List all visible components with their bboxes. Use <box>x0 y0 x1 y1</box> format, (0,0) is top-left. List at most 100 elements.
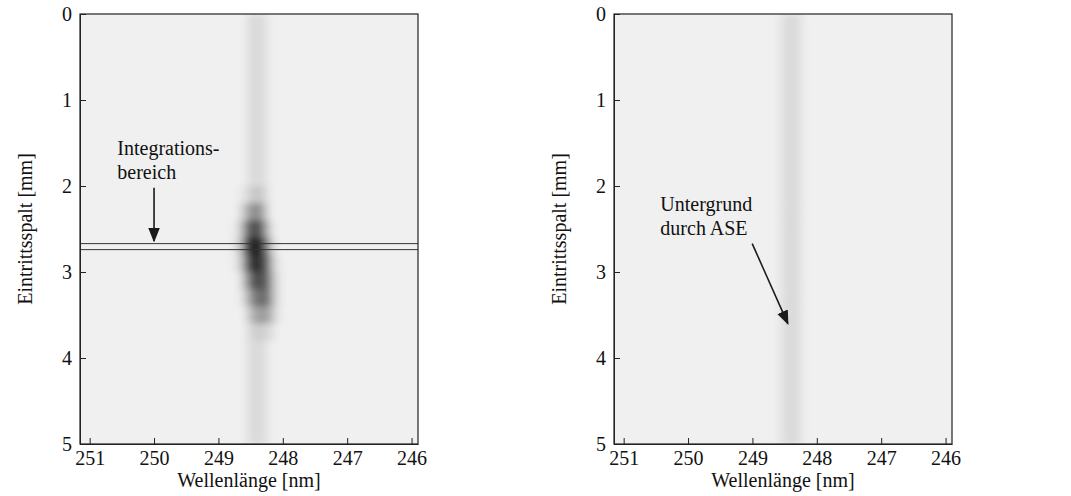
y-axis-title: Eintrittsspalt [mm] <box>548 153 571 305</box>
x-axis-line <box>81 444 419 445</box>
heatmap-cell <box>778 203 785 221</box>
heatmap-cell <box>251 358 258 402</box>
y-tick: 2 <box>62 175 86 197</box>
y-tick-mark <box>80 272 86 273</box>
figure: 251250249248247246012345Wellenlänge [nm]… <box>0 0 1071 496</box>
heatmap-cell <box>263 341 270 359</box>
heatmap-cell <box>765 57 772 101</box>
heatmap-cell <box>244 341 251 359</box>
y-tick: 3 <box>596 261 620 283</box>
heatmap-cell <box>270 341 277 359</box>
heatmap-cell <box>804 358 811 402</box>
heatmap-cell <box>804 14 811 58</box>
heatmap-cell <box>276 324 283 342</box>
heatmap-cell <box>752 272 759 290</box>
heatmap-cell <box>218 306 225 324</box>
heatmap-cell <box>225 255 232 273</box>
x-tick-label: 248 <box>268 447 298 469</box>
heatmap-cell <box>257 272 264 290</box>
heatmap-cell <box>752 14 759 58</box>
heatmap-cell <box>276 358 283 402</box>
x-tick: 247 <box>333 438 363 469</box>
heatmap-cell <box>759 14 766 58</box>
plot-area <box>80 14 418 444</box>
heatmap-cell <box>263 220 270 238</box>
heatmap-cell <box>276 57 283 101</box>
heatmap-cell <box>218 203 225 221</box>
y-tick: 1 <box>596 89 620 111</box>
heatmap-cell <box>778 100 785 144</box>
heatmap-cell <box>238 100 245 144</box>
heatmap-cell <box>791 14 798 58</box>
heatmap-cell <box>231 100 238 144</box>
y-tick-label: 5 <box>62 433 72 455</box>
x-tick-mark <box>946 438 947 444</box>
y-tick: 5 <box>62 433 86 455</box>
heatmap-cell <box>225 100 232 144</box>
heatmap-cell <box>785 186 792 204</box>
heatmap-cell <box>797 306 804 324</box>
heatmap-cell <box>791 100 798 144</box>
heatmap-cell <box>791 324 798 342</box>
heatmap-cell <box>765 186 772 204</box>
x-tick: 247 <box>867 438 897 469</box>
heatmap-cell <box>791 203 798 221</box>
x-axis-title: Wellenlänge [nm] <box>177 469 320 492</box>
heatmap-cell <box>276 220 283 238</box>
heatmap-cell <box>759 220 766 238</box>
y-tick-mark <box>614 358 620 359</box>
heatmap-cell <box>778 186 785 204</box>
y-tick: 4 <box>596 347 620 369</box>
heatmap-cell <box>752 203 759 221</box>
heatmap-cell <box>251 306 258 324</box>
y-tick-label: 5 <box>596 433 606 455</box>
y-tick-label: 2 <box>62 175 72 197</box>
heatmap-cell <box>218 186 225 204</box>
x-tick: 251 <box>75 438 105 469</box>
x-tick: 246 <box>931 438 961 469</box>
heatmap-cell <box>238 203 245 221</box>
heatmap-cell <box>244 203 251 221</box>
heatmap-cell <box>765 143 772 187</box>
heatmap-cell <box>257 341 264 359</box>
y-tick-label: 4 <box>596 347 606 369</box>
heatmap-cell <box>270 186 277 204</box>
heatmap-cell <box>218 14 225 58</box>
heatmap-cell <box>263 14 270 58</box>
heatmap-cell <box>238 220 245 238</box>
heatmap-cell <box>270 220 277 238</box>
y-tick-mark <box>80 186 86 187</box>
heatmap-cell <box>765 238 772 256</box>
y-tick-label: 3 <box>62 261 72 283</box>
heatmap-cell <box>231 306 238 324</box>
y-tick-mark <box>614 186 620 187</box>
heatmap-cell <box>225 203 232 221</box>
heatmap-cell <box>797 238 804 256</box>
heatmap-cell <box>270 203 277 221</box>
heatmap-cell <box>778 57 785 101</box>
heatmap-cell <box>765 341 772 359</box>
heatmap-cell <box>797 14 804 58</box>
heatmap-cell <box>791 220 798 238</box>
heatmap-cell <box>218 238 225 256</box>
x-tick-label: 250 <box>674 447 704 469</box>
heatmap-cell <box>759 238 766 256</box>
heatmap-cell <box>804 100 811 144</box>
heatmap-cell <box>276 238 283 256</box>
x-tick-mark <box>347 438 348 444</box>
heatmap-cell <box>257 306 264 324</box>
heatmap-cell <box>804 324 811 342</box>
heatmap-cell <box>263 401 270 444</box>
heatmap-cell <box>276 255 283 273</box>
heatmap-cell <box>270 306 277 324</box>
heatmap-cell <box>244 324 251 342</box>
heatmap-cell <box>231 358 238 402</box>
heatmap-cell <box>785 289 792 307</box>
heatmap-cell <box>810 401 817 444</box>
integration-band-line <box>80 249 418 250</box>
heatmap-cell <box>752 341 759 359</box>
heatmap-cell <box>270 57 277 101</box>
heatmap-cell <box>772 203 779 221</box>
heatmap-cell <box>244 186 251 204</box>
x-axis-title: Wellenlänge [nm] <box>711 469 854 492</box>
